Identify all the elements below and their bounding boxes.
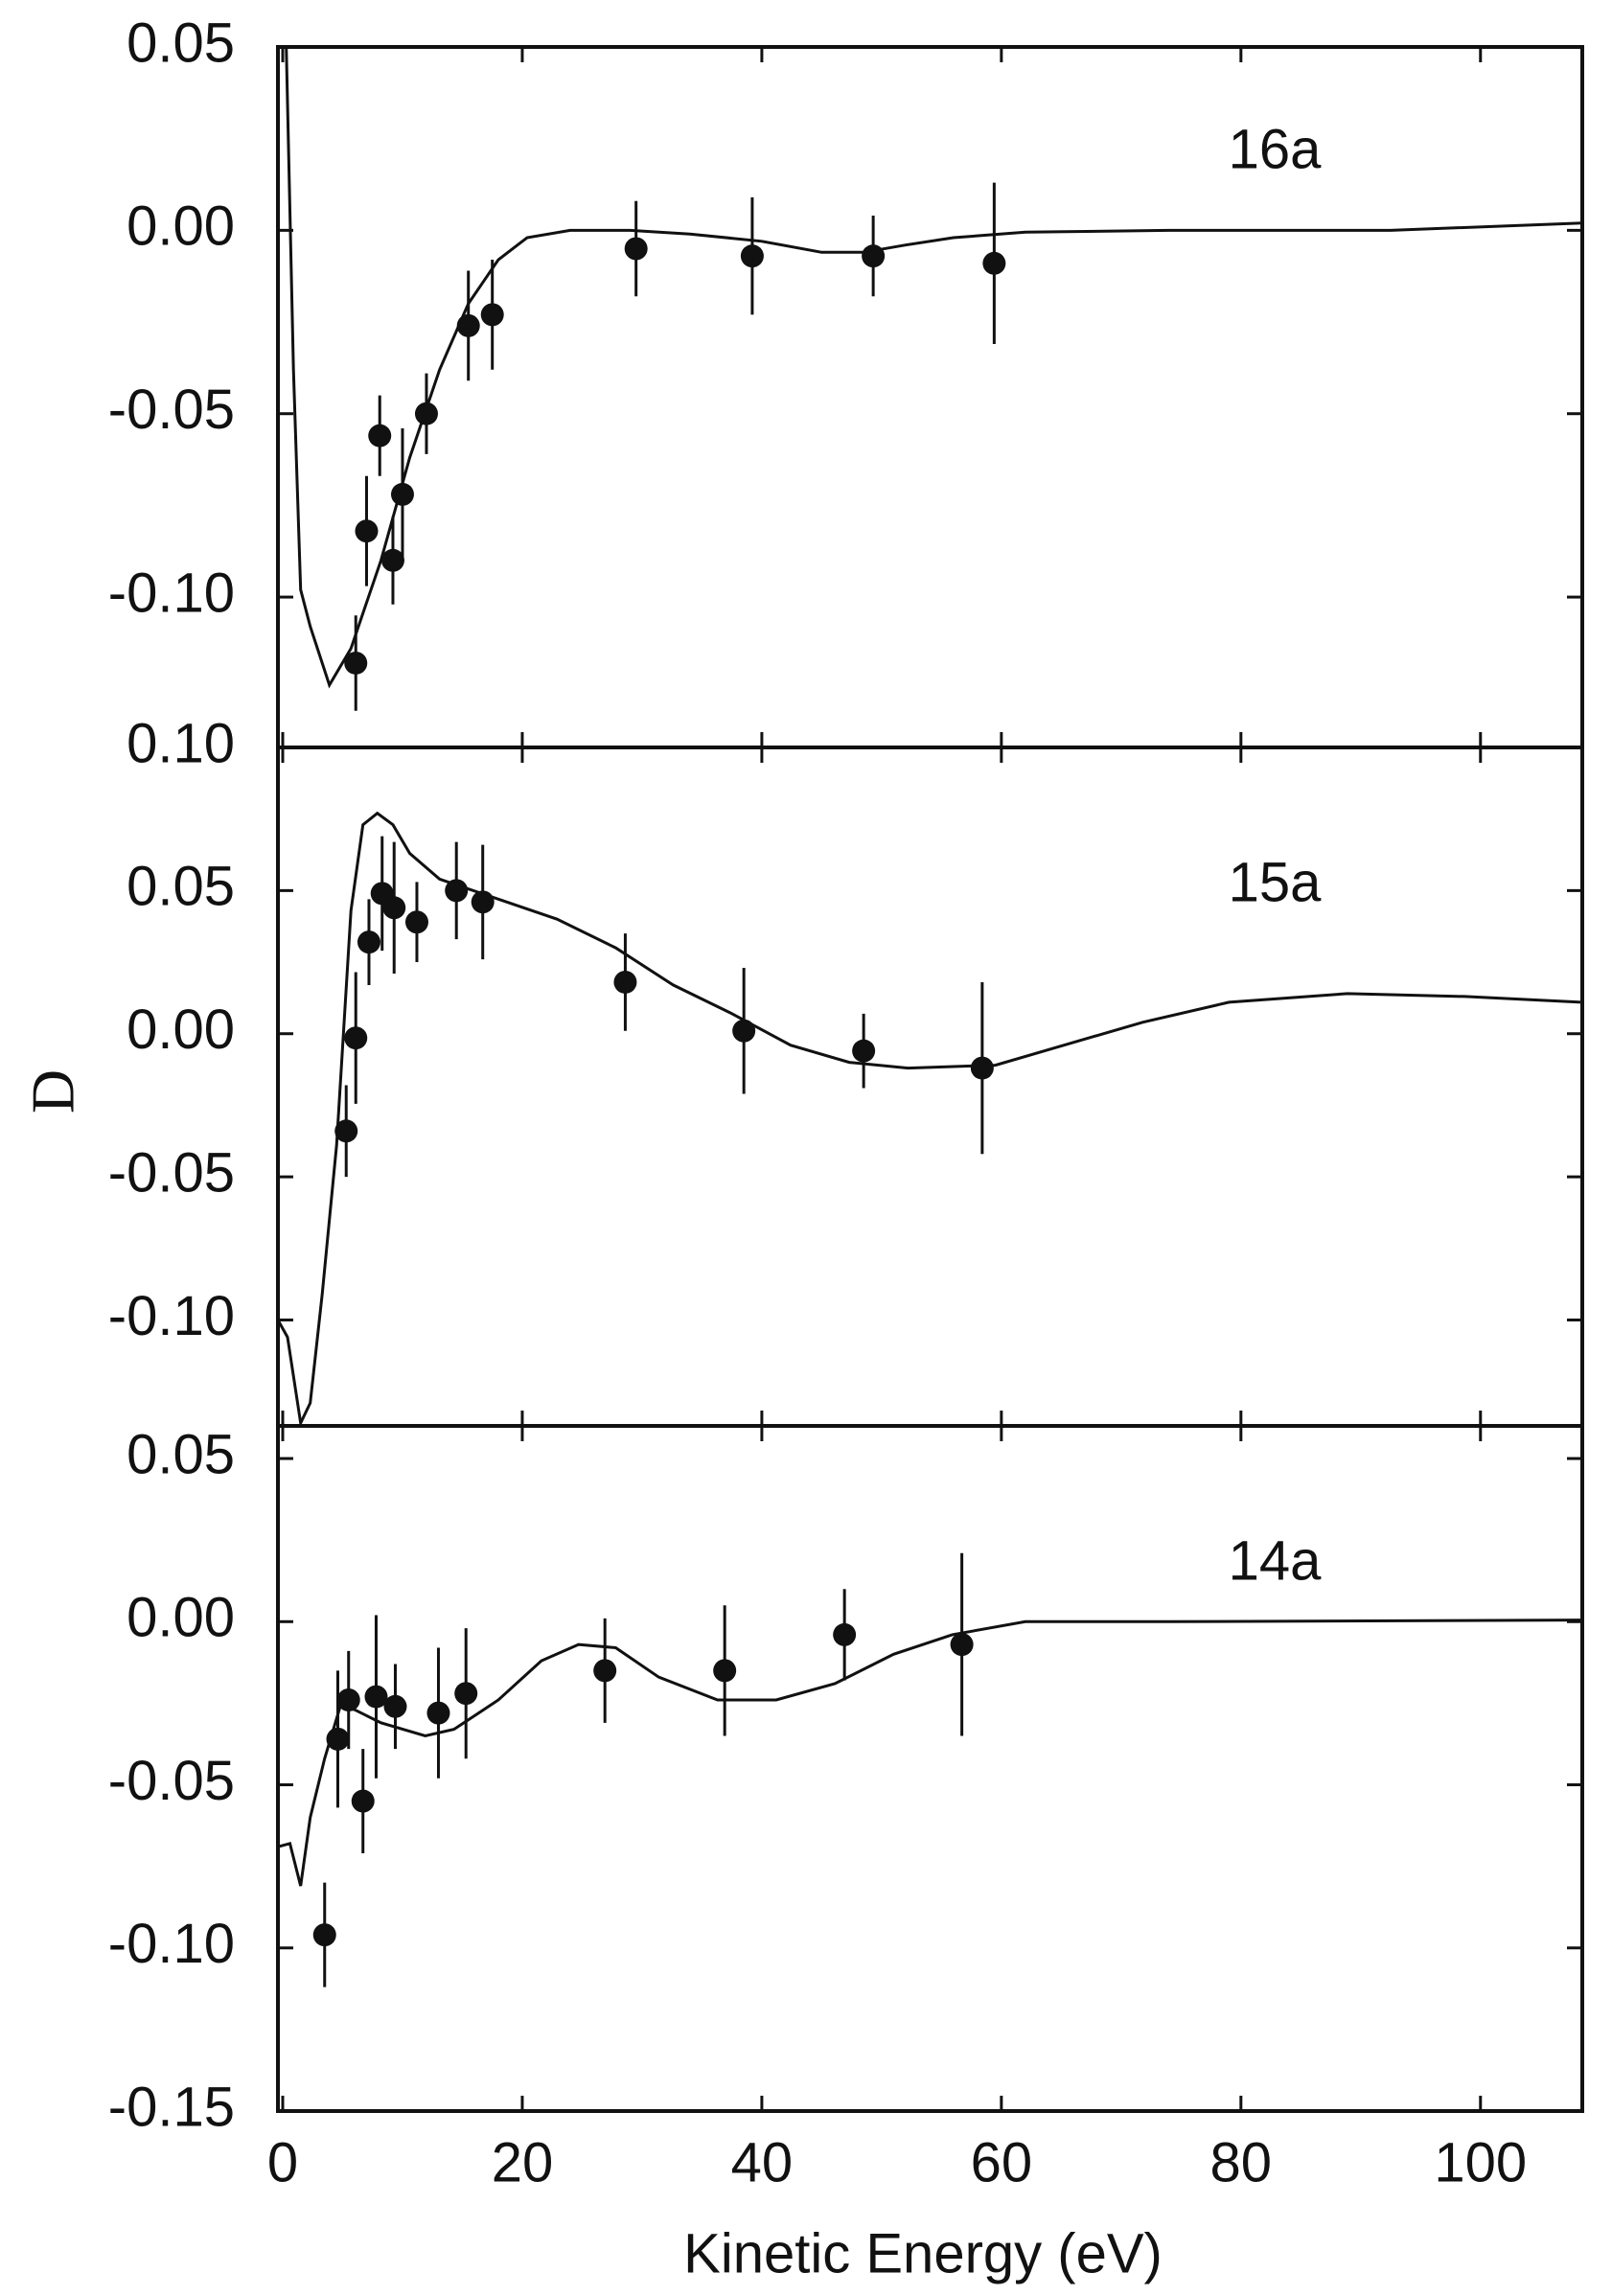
x-tick-label: 100 <box>1434 2131 1527 2193</box>
x-tick-label: 0 <box>267 2131 298 2193</box>
y-tick-label: 0.00 <box>127 195 235 258</box>
data-point <box>344 651 368 675</box>
model-curve <box>278 1619 1581 1887</box>
data-point <box>355 519 379 543</box>
axes-frame <box>276 746 1584 1428</box>
data-point <box>833 1622 857 1646</box>
data-point <box>351 1789 375 1813</box>
y-tick-label: -0.10 <box>108 1285 235 1347</box>
data-point <box>380 548 404 572</box>
x-tick-label: 40 <box>731 2131 794 2193</box>
panel-label: 15a <box>1229 851 1323 913</box>
panel-label: 16a <box>1229 118 1323 180</box>
data-point <box>613 970 637 994</box>
y-tick-label: -0.10 <box>108 562 235 624</box>
y-tick-label: 0.10 <box>127 712 235 774</box>
data-point <box>852 1039 876 1063</box>
x-axis-label: Kinetic Energy (eV) <box>683 2222 1163 2285</box>
axes-frame <box>276 45 1584 749</box>
data-point <box>344 1026 368 1050</box>
data-point <box>326 1727 350 1751</box>
data-point <box>624 237 648 261</box>
x-tick-label: 80 <box>1210 2131 1273 2193</box>
data-point <box>336 1688 360 1711</box>
panel <box>278 1552 1581 1987</box>
data-point <box>404 910 428 934</box>
data-point <box>445 879 469 903</box>
panel <box>285 47 1582 711</box>
data-point <box>740 244 764 268</box>
y-tick-label: -0.05 <box>108 379 235 441</box>
y-tick-label: -0.15 <box>108 2076 235 2138</box>
y-tick-label: -0.05 <box>108 1141 235 1204</box>
y-tick-label: 0.05 <box>127 1423 235 1485</box>
x-tick-label: 20 <box>492 2131 554 2193</box>
data-point <box>382 896 406 920</box>
y-tick-label: 0.00 <box>127 999 235 1061</box>
data-point <box>357 930 380 954</box>
data-point <box>713 1659 737 1683</box>
y-tick-label: 0.05 <box>127 11 235 74</box>
y-tick-label: -0.10 <box>108 1913 235 1975</box>
y-tick-label: 0.05 <box>127 856 235 918</box>
data-point <box>593 1659 617 1683</box>
model-curve <box>285 47 1582 689</box>
panel-label: 14a <box>1229 1529 1323 1592</box>
data-point <box>970 1056 994 1080</box>
data-point <box>471 890 495 914</box>
data-point <box>732 1019 756 1043</box>
model-curve <box>278 811 1581 1426</box>
y-axis-label: D <box>19 1069 87 1114</box>
panel <box>278 811 1581 1426</box>
axes-frame <box>276 1424 1584 2113</box>
data-point <box>334 1119 358 1143</box>
data-point <box>426 1701 450 1725</box>
x-tick-label: 60 <box>971 2131 1033 2193</box>
y-tick-label: -0.05 <box>108 1750 235 1812</box>
data-point <box>982 251 1006 275</box>
y-tick-label: 0.00 <box>127 1587 235 1649</box>
data-point <box>862 244 886 268</box>
data-point <box>456 313 480 337</box>
data-point <box>414 402 438 425</box>
data-point <box>454 1682 478 1706</box>
data-point <box>364 1685 388 1709</box>
data-point <box>312 1923 336 1947</box>
data-point <box>950 1633 974 1657</box>
data-point <box>480 303 504 327</box>
data-point <box>368 424 392 448</box>
data-point <box>383 1694 407 1718</box>
data-point <box>390 482 414 506</box>
